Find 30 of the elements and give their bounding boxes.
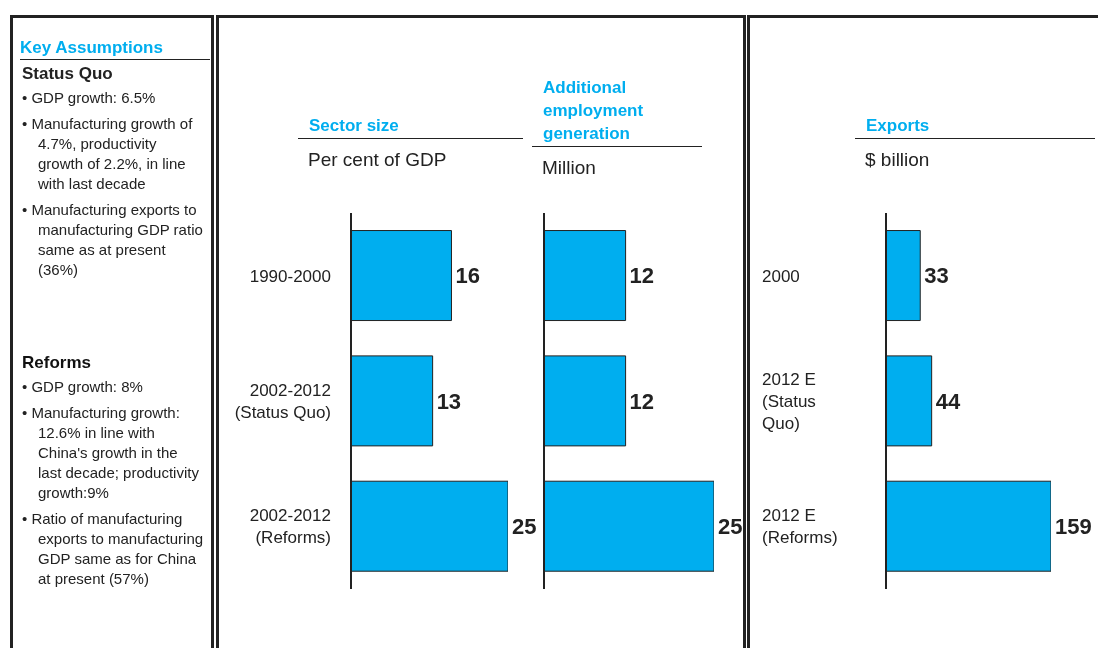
y-tick-label: 2012 E (Reforms) (762, 505, 838, 547)
data-label: 159 (1055, 514, 1092, 540)
text: • GDP growth: 8% (22, 377, 144, 397)
text: Status Quo (22, 64, 114, 84)
y-tick-label: 2002-2012 (Reforms) (249, 505, 331, 547)
chart-subtitle: Per cent of GDP (308, 149, 448, 171)
data-label: 13 (436, 388, 462, 414)
text: • Ratio of manufacturing exports to manufacturing GDP same as for China at present (57%) (22, 509, 204, 589)
chart-subtitle: $ billion (865, 149, 931, 171)
data-label: 25 (718, 514, 743, 540)
chart-title: Exports (856, 114, 1095, 137)
data-label: 12 (629, 388, 655, 414)
y-tick-label: 2002-2012 (Status Quo) (234, 380, 331, 422)
text: • Manufacturing exports to manufacturing GDP ratio same as at present (36%) (22, 200, 204, 280)
chart-title: Sector size (299, 114, 523, 137)
text: Key Assumptions (20, 38, 210, 60)
data-label: 25 (512, 514, 537, 540)
data-label: 44 (935, 388, 961, 414)
data-label: 33 (924, 263, 949, 289)
text: • Manufacturing growth: 12.6% in line with China's growth in the last decade; productivity growth:9% (22, 403, 200, 503)
data-label: 16 (455, 263, 480, 289)
chart-subtitle: Million (542, 157, 597, 179)
y-tick-label: 2000 (762, 266, 800, 286)
text: Reforms (22, 353, 92, 373)
y-tick-label: 1990-2000 (249, 266, 331, 286)
text: • Manufacturing growth of 4.7%, productivity growth of 2.2%, in line with last decade (22, 114, 194, 194)
y-tick-label: 2012 E (Status Quo) (762, 369, 816, 433)
chart-title: Additional employment generation (533, 76, 702, 145)
data-label: 12 (629, 263, 655, 289)
text: • GDP growth: 6.5% (22, 88, 157, 108)
